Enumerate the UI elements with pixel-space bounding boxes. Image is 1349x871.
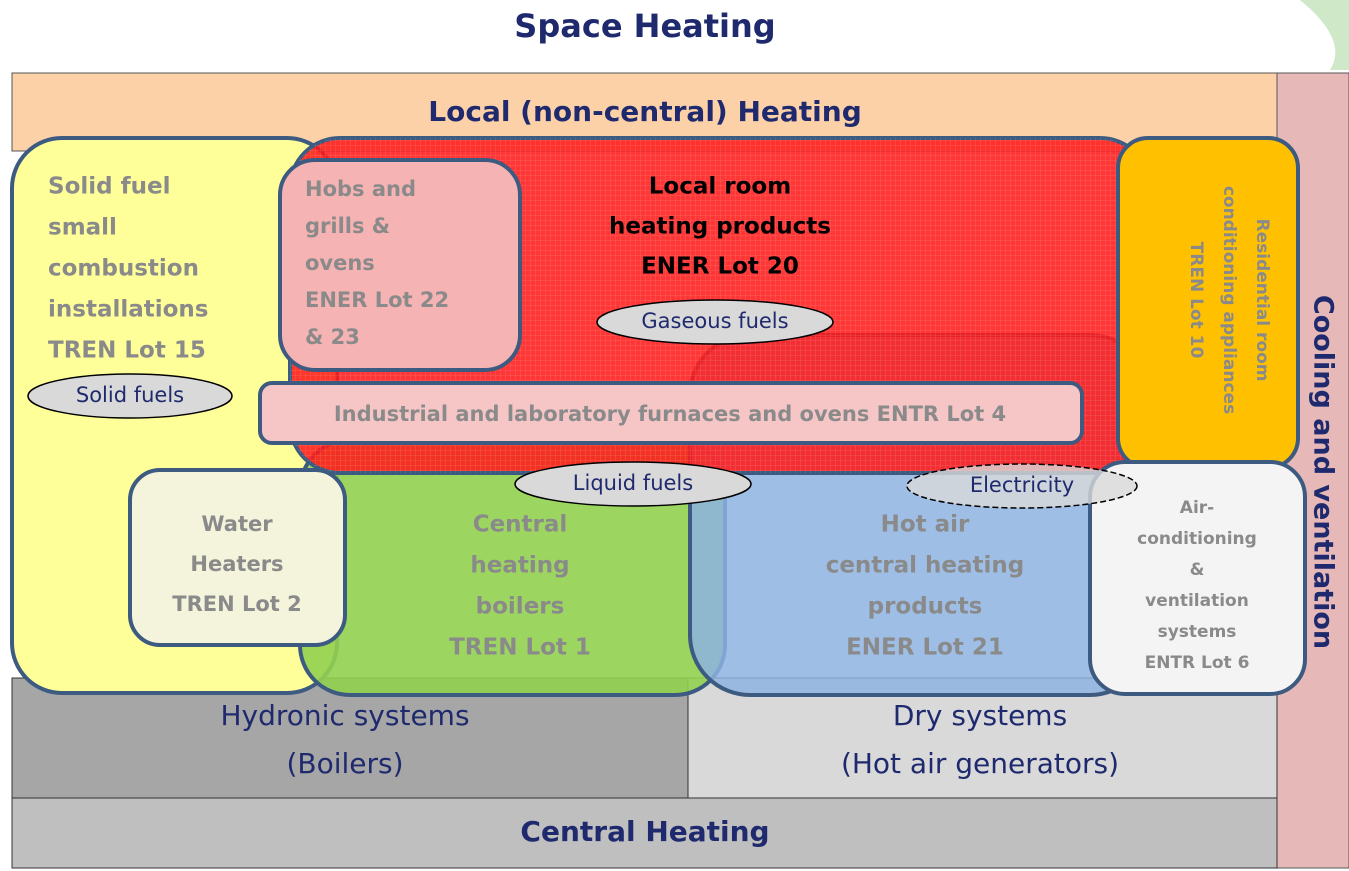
central-band <box>11 797 1278 869</box>
fuel-ellipse <box>906 463 1138 509</box>
box-label: Solid fuel <box>48 174 170 200</box>
box-label: Hot air <box>881 512 970 538</box>
box-label: heating <box>470 553 569 579</box>
box-label: ENTR Lot 6 <box>1145 653 1250 673</box>
box-label: products <box>868 594 983 620</box>
fuel-label: Electricity <box>970 473 1074 497</box>
water-box <box>128 468 347 647</box>
hobs-box <box>278 158 522 372</box>
box-label: Residential room <box>1252 219 1272 382</box>
box-label: conditioning appliances <box>1219 186 1239 414</box>
box-label: TREN Lot 10 <box>1186 242 1206 359</box>
box-label: central heating <box>826 553 1025 579</box>
fuel-ellipse <box>27 373 233 419</box>
box-label: Central <box>473 512 568 538</box>
box-label: ENER Lot 22 <box>305 288 449 312</box>
system-label: (Boilers) <box>286 747 403 780</box>
box-label: small <box>48 215 117 241</box>
box-label: ovens <box>305 251 375 275</box>
band-label: Local (non-central) Heating <box>428 95 861 128</box>
fuel-label: Solid fuels <box>76 383 184 407</box>
aircon-box <box>1088 460 1307 696</box>
box-label: & <box>1190 560 1205 580</box>
box-label: Heaters <box>190 552 283 576</box>
box-label: ENER Lot 21 <box>846 635 1004 661</box>
box-label: TREN Lot 15 <box>48 338 206 364</box>
box-label: boilers <box>476 594 565 620</box>
box-label: installations <box>48 297 209 323</box>
box-label: systems <box>1158 622 1237 642</box>
box-label: combustion <box>48 256 199 282</box>
box-label: Local room <box>649 174 791 200</box>
box-label: ventilation <box>1145 591 1249 611</box>
box-label: Air- <box>1180 498 1214 518</box>
box-label: ENER Lot 20 <box>641 254 799 280</box>
system-label: Hydronic systems <box>220 699 469 732</box>
box-label: Industrial and laboratory furnaces and o… <box>334 402 1006 426</box>
box-label: TREN Lot 1 <box>449 635 591 661</box>
box-label: Hobs and <box>305 177 416 201</box>
box-label: Water <box>201 512 273 536</box>
system-label: Dry systems <box>893 699 1067 732</box>
box-label: & 23 <box>305 325 360 349</box>
corner-decoration <box>1300 0 1349 70</box>
box-label: grills & <box>305 214 390 238</box>
band-label: Cooling and ventilation <box>1308 295 1339 649</box>
industrial-box <box>258 381 1084 445</box>
box-label: heating products <box>609 214 831 240</box>
box-label: TREN Lot 2 <box>172 592 302 616</box>
fuel-label: Gaseous fuels <box>641 309 788 333</box>
fuel-ellipse <box>514 461 752 507</box>
band-label: Central Heating <box>520 815 769 848</box>
fuel-label: Liquid fuels <box>573 471 693 495</box>
title: Space Heating <box>514 7 775 45</box>
box-label: conditioning <box>1137 529 1257 549</box>
dry-band <box>687 677 1278 799</box>
fuel-ellipse <box>596 299 834 345</box>
system-label: (Hot air generators) <box>841 747 1119 780</box>
